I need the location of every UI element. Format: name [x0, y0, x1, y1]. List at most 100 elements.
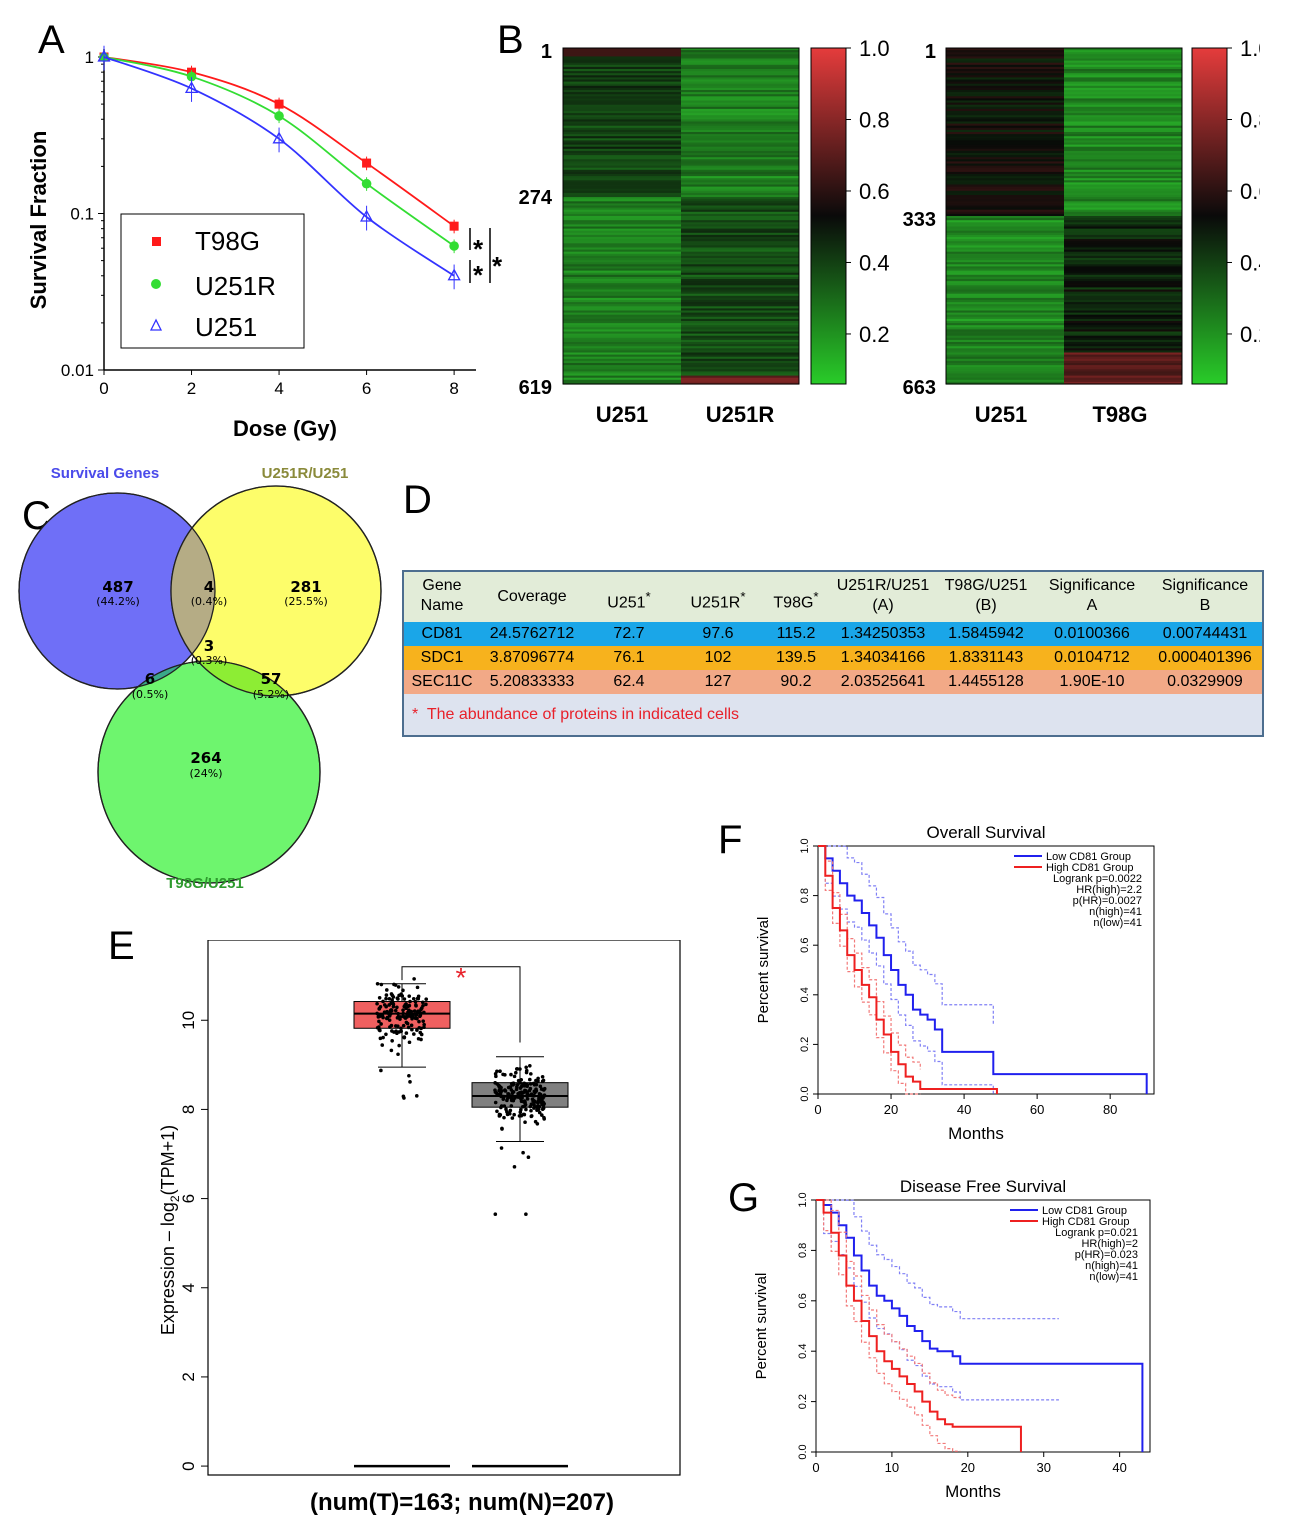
e-point [387, 1003, 391, 1007]
heat-cell [681, 163, 799, 167]
heat-cell [681, 291, 799, 295]
e-point [412, 1032, 416, 1036]
heat-cell [563, 335, 681, 339]
heat-cell [946, 329, 1064, 333]
heat-cell [1064, 287, 1182, 291]
e-point [495, 1069, 499, 1074]
heat-cell [1064, 134, 1182, 137]
heat-cell [1064, 237, 1182, 240]
e-point [401, 1008, 405, 1012]
table-cell: 0.0329909 [1167, 673, 1243, 690]
heat-cell [563, 293, 681, 297]
heat-cell [946, 304, 1064, 307]
heat-cell [681, 136, 799, 139]
e-point [384, 1016, 389, 1021]
heat-cell [681, 85, 799, 89]
heat-cell [1064, 327, 1182, 330]
e-point [510, 1091, 515, 1096]
heat-cell [563, 371, 681, 375]
e-point [414, 1013, 419, 1017]
heat-cell [563, 171, 681, 175]
heat-cell [946, 369, 1064, 372]
heat-cell [563, 119, 681, 123]
heat-cell [946, 197, 1064, 200]
heat-cell [563, 207, 681, 211]
e-point [509, 1104, 514, 1108]
heat-cell [1064, 56, 1182, 60]
e-point [497, 1084, 502, 1089]
e-point [377, 995, 382, 1000]
heat-cell [946, 260, 1064, 263]
heat-cell [563, 98, 681, 102]
heat-cell [563, 138, 681, 141]
e-frame [207, 940, 681, 1476]
heat-cell [946, 192, 1064, 196]
heat-cell [1064, 308, 1182, 312]
e-point [405, 1014, 410, 1018]
heat-cell [946, 209, 1064, 213]
heat-cell [681, 157, 799, 160]
a-xtick-label: 6 [362, 379, 371, 398]
e-point [529, 1114, 534, 1118]
heat-cell [681, 129, 799, 133]
e-point [509, 1098, 514, 1103]
heat-cell [563, 337, 681, 341]
heat-cell [1064, 224, 1182, 228]
heat-cell [946, 333, 1064, 337]
heat-cell [563, 270, 681, 274]
e-point [528, 1077, 532, 1082]
e-point [529, 1108, 533, 1113]
heat-cell [563, 174, 681, 177]
heat-cell [946, 308, 1064, 312]
e-point [394, 1029, 398, 1033]
heat-cell [563, 379, 681, 383]
heat-cell [563, 85, 681, 89]
heat-cell [681, 180, 799, 183]
e-point [542, 1086, 547, 1091]
heat-cell [563, 306, 681, 309]
heat-cell [1064, 138, 1182, 141]
e-point [406, 1025, 411, 1030]
e-point [415, 985, 420, 990]
heat-cell [563, 169, 681, 173]
heat-cell [563, 304, 681, 307]
e-point [532, 1102, 536, 1107]
heat-cell [563, 66, 681, 70]
e-point [403, 1003, 407, 1007]
venn-pct-only-t98g: (24%) [189, 767, 222, 780]
venn-title-survival: Survival Genes [51, 465, 159, 482]
heat-cell [681, 342, 799, 345]
heat-cell [681, 146, 799, 150]
heat-cell [681, 281, 799, 284]
e-point [407, 1003, 412, 1008]
heat-cell [563, 300, 681, 303]
heat-cell [946, 182, 1064, 186]
e-point [407, 994, 412, 998]
heat-cell [681, 176, 799, 179]
e-point [419, 1007, 423, 1012]
heat-cell [563, 375, 681, 379]
heat-cell [563, 356, 681, 360]
e-point [376, 1013, 381, 1018]
heat-cell [681, 205, 799, 209]
heat-cell [946, 195, 1064, 198]
e-point [525, 1094, 529, 1098]
heat-cell [681, 123, 799, 127]
heat-cell [946, 247, 1064, 251]
heat-cell [1064, 216, 1182, 219]
heat-cell [946, 52, 1064, 55]
a-sig-star-1: * [473, 234, 484, 264]
heat-cell [1064, 119, 1182, 123]
heat-cell [563, 218, 681, 221]
heat-cell [681, 213, 799, 217]
km-xtick-label: 0 [812, 1460, 819, 1475]
heat-cell [1064, 226, 1182, 230]
e-point [387, 996, 392, 1001]
km-curve-low [816, 1199, 1144, 1452]
heat-cell [681, 293, 799, 297]
heat-cell [1064, 243, 1182, 246]
heat-cell [946, 100, 1064, 104]
e-ytick-label: 2 [179, 1372, 198, 1381]
heat-cell [946, 87, 1064, 91]
